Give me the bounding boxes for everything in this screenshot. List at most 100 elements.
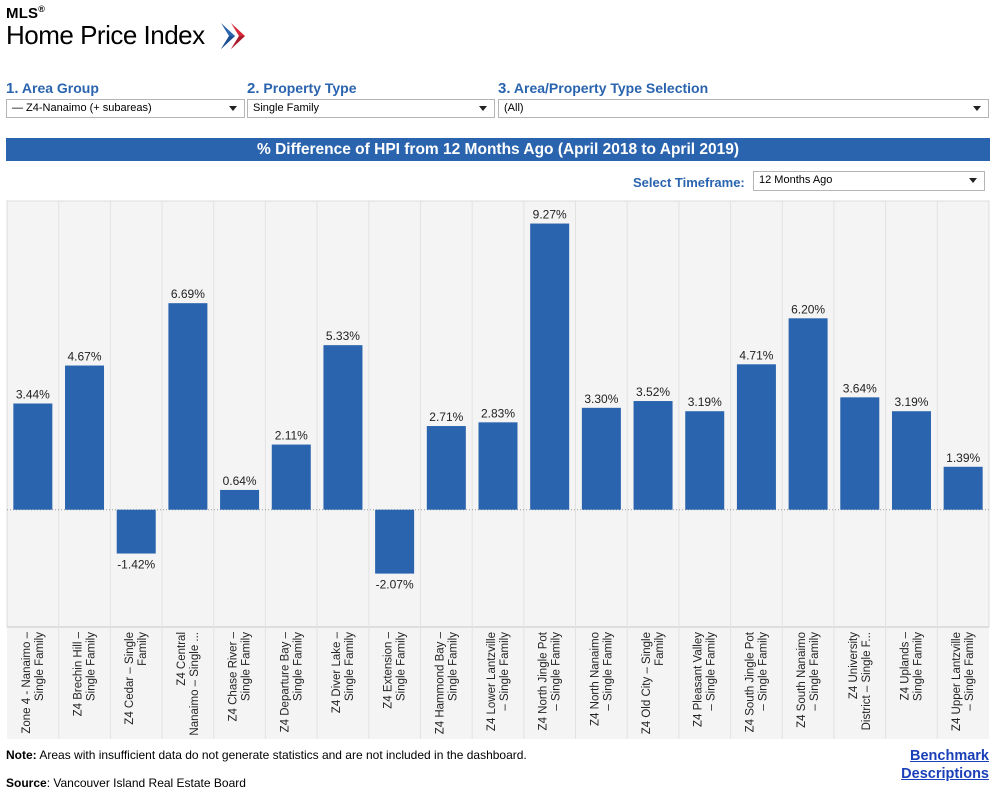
label-pane <box>7 627 989 739</box>
data-label: 4.71% <box>739 348 773 362</box>
tick-label: Z4 Departure Bay –Single Family <box>279 631 304 732</box>
benchmark-descriptions-link[interactable]: Benchmark Descriptions <box>901 748 989 782</box>
area-group-filter: 1. Area Group — Z4-Nanaimo (+ subareas) <box>6 80 245 118</box>
tick-label: Z4 Pleasant Valley– Single Family <box>693 632 718 727</box>
bar[interactable] <box>943 466 983 510</box>
chevron-down-icon <box>969 178 977 183</box>
svg-text:Z4 Lower Lantzville– Single Fa: Z4 Lower Lantzville– Single Family <box>486 632 511 731</box>
data-label: 3.44% <box>16 388 50 402</box>
area-group-select[interactable]: — Z4-Nanaimo (+ subareas) <box>6 99 245 118</box>
timeframe-select[interactable]: 12 Months Ago <box>753 171 985 191</box>
bar[interactable] <box>633 401 673 510</box>
bar[interactable] <box>788 318 828 510</box>
svg-text:Z4 Extension –Single Family: Z4 Extension –Single Family <box>383 631 408 708</box>
svg-text:Zone 4 - Nanaimo –Single Famil: Zone 4 - Nanaimo –Single Family <box>21 631 46 733</box>
mls-hpi-logo: MLS® Home Price Index <box>6 4 245 50</box>
tick-label: Z4 North Jingle Pot– Single Family <box>538 631 563 730</box>
svg-text:Z4 Cedar – SingleFamily: Z4 Cedar – SingleFamily <box>124 632 149 725</box>
bar[interactable] <box>736 364 776 510</box>
bar[interactable] <box>220 489 260 510</box>
chevron-down-icon <box>229 106 237 111</box>
bar[interactable] <box>581 407 621 510</box>
tick-label: Z4 Brechin Hill –Single Family <box>73 631 98 716</box>
tick-label: Z4 North Nanaimo– Single Family <box>589 632 614 726</box>
tick-label: Z4 Extension –Single Family <box>383 631 408 708</box>
bar[interactable] <box>840 397 880 510</box>
chevron-down-icon <box>479 106 487 111</box>
tick-label: Z4 UniversityDistrict – Single F... <box>848 632 873 731</box>
area-group-label: 1. Area Group <box>6 80 99 97</box>
svg-text:Z4 North Jingle Pot– Single Fa: Z4 North Jingle Pot– Single Family <box>538 631 563 730</box>
bar[interactable] <box>478 422 518 510</box>
data-label: 3.30% <box>584 392 618 406</box>
bar[interactable] <box>65 365 105 510</box>
data-label: 1.39% <box>946 451 980 465</box>
svg-text:Z4 Departure Bay –Single Famil: Z4 Departure Bay –Single Family <box>279 631 304 732</box>
data-label: 3.52% <box>636 385 670 399</box>
svg-text:Z4 Old City – SingleFamily: Z4 Old City – SingleFamily <box>641 632 666 735</box>
area-property-selection-select[interactable]: (All) <box>498 99 989 118</box>
tick-label: Z4 Lower Lantzville– Single Family <box>486 632 511 731</box>
svg-text:Z4 North Nanaimo– Single Famil: Z4 North Nanaimo– Single Family <box>589 632 614 726</box>
bar[interactable] <box>168 303 208 510</box>
data-label: 9.27% <box>533 208 567 222</box>
svg-text:Z4 Brechin Hill –Single Family: Z4 Brechin Hill –Single Family <box>73 631 98 716</box>
svg-text:Z4 Chase River –Single Family: Z4 Chase River –Single Family <box>228 631 253 721</box>
bar[interactable] <box>13 403 53 510</box>
data-label: 3.64% <box>843 381 877 395</box>
bar[interactable] <box>891 411 931 510</box>
bar[interactable] <box>426 426 466 510</box>
tick-label: Z4 Chase River –Single Family <box>228 631 253 721</box>
source-line: Source: Vancouver Island Real Estate Boa… <box>6 776 246 790</box>
data-label: 2.83% <box>481 406 515 420</box>
property-type-filter: 2. Property Type Single Family <box>247 80 495 118</box>
logo-diamond-icon <box>221 23 245 49</box>
logo-mls-text: MLS® <box>6 4 46 22</box>
svg-text:Z4 Diver Lake –Single Family: Z4 Diver Lake –Single Family <box>331 631 356 713</box>
svg-text:Z4 South Jingle Pot– Single Fa: Z4 South Jingle Pot– Single Family <box>744 631 769 732</box>
tick-label: Z4 Diver Lake –Single Family <box>331 631 356 713</box>
svg-text:Z4 Pleasant Valley– Single Fam: Z4 Pleasant Valley– Single Family <box>693 632 718 727</box>
tick-label: Z4 Upper Lantzville– Single Family <box>951 632 976 731</box>
data-label: 0.64% <box>223 474 257 488</box>
tick-label: Z4 Old City – SingleFamily <box>641 632 666 735</box>
data-label: 2.71% <box>429 410 463 424</box>
svg-text:Z4 UniversityDistrict – Single: Z4 UniversityDistrict – Single F... <box>848 632 873 731</box>
property-type-select[interactable]: Single Family <box>247 99 495 118</box>
tick-label: Z4 CentralNanaimo – Single ... <box>176 632 201 736</box>
svg-text:Z4 CentralNanaimo – Single ...: Z4 CentralNanaimo – Single ... <box>176 632 201 736</box>
bar[interactable] <box>685 411 725 510</box>
tick-label: Z4 Cedar – SingleFamily <box>124 632 149 725</box>
bar[interactable] <box>116 509 156 554</box>
data-label: 6.20% <box>791 302 825 316</box>
svg-text:Z4 South Nanaimo– Single Famil: Z4 South Nanaimo– Single Family <box>796 632 821 728</box>
tick-label: Z4 South Nanaimo– Single Family <box>796 632 821 728</box>
data-label: 4.67% <box>68 350 102 364</box>
bar[interactable] <box>323 345 363 510</box>
bar[interactable] <box>375 509 415 574</box>
svg-text:Z4 Uplands –Single Family: Z4 Uplands –Single Family <box>899 631 924 701</box>
svg-text:Z4 Hammond Bay –Single Family: Z4 Hammond Bay –Single Family <box>434 631 459 734</box>
tick-label: Zone 4 - Nanaimo –Single Family <box>21 631 46 733</box>
data-label: 3.19% <box>688 395 722 409</box>
data-label: -1.42% <box>117 558 155 572</box>
data-label: 6.69% <box>171 287 205 301</box>
area-property-selection-label: 3. Area/Property Type Selection <box>498 80 709 97</box>
tick-label: Z4 Uplands –Single Family <box>899 631 924 701</box>
data-label: -2.07% <box>376 578 414 592</box>
property-type-label: 2. Property Type <box>247 80 357 97</box>
data-label: 3.19% <box>894 395 928 409</box>
bar[interactable] <box>271 444 311 510</box>
timeframe-label: Select Timeframe: <box>633 175 745 190</box>
data-label: 2.11% <box>275 429 308 443</box>
chevron-down-icon <box>973 106 981 111</box>
logo-title: Home Price Index <box>6 20 205 50</box>
area-property-selection-filter: 3. Area/Property Type Selection (All) <box>498 80 989 118</box>
chart-title: % Difference of HPI from 12 Months Ago (… <box>6 138 990 161</box>
svg-text:Z4 Upper Lantzville– Single Fa: Z4 Upper Lantzville– Single Family <box>951 632 976 731</box>
tick-label: Z4 South Jingle Pot– Single Family <box>744 631 769 732</box>
data-label: 5.33% <box>326 329 360 343</box>
bar[interactable] <box>530 223 570 510</box>
tick-label: Z4 Hammond Bay –Single Family <box>434 631 459 734</box>
